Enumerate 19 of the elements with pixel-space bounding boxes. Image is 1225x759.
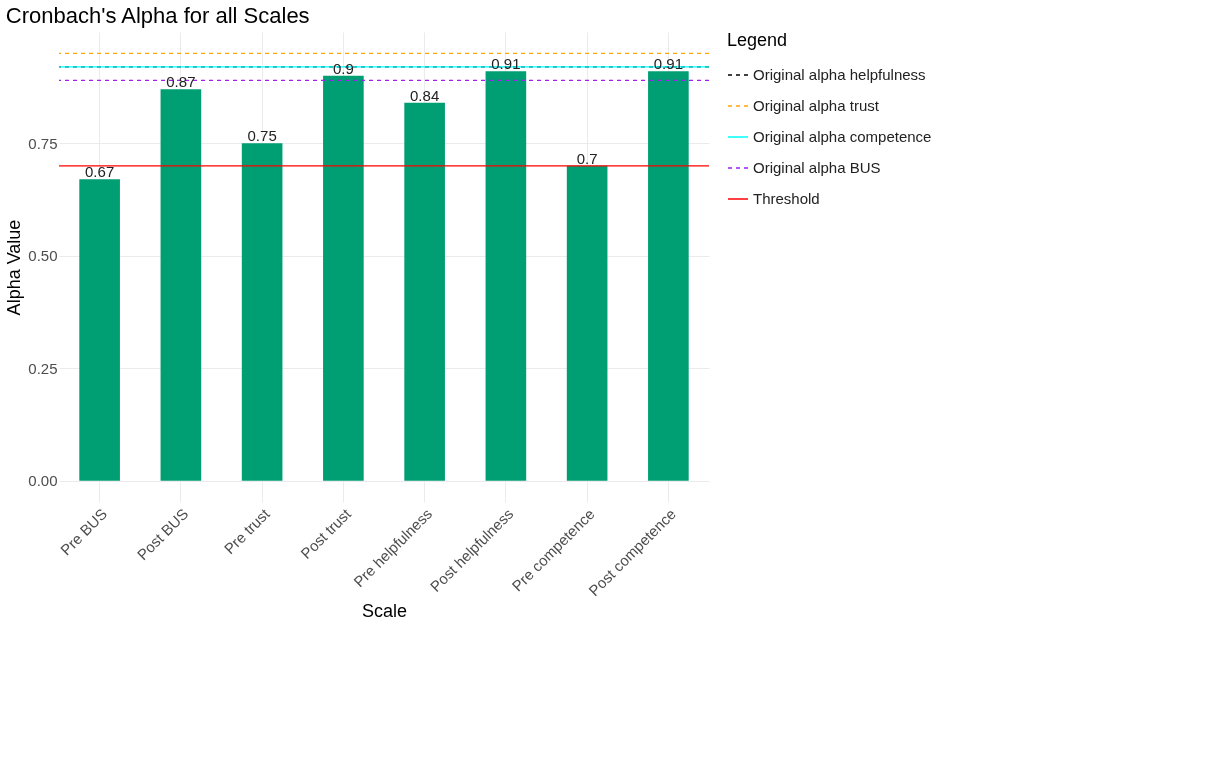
data-label: 0.84 (410, 86, 440, 104)
data-label: 0.75 (247, 127, 277, 145)
y-tick-label: 0.50 (28, 247, 58, 265)
data-label: 0.87 (166, 73, 196, 91)
ref-line-label: Original alpha helpfulness (753, 66, 926, 83)
chart-title: Cronbach's Alpha for all Scales (5, 3, 310, 28)
y-tick-label: 0.00 (28, 472, 58, 490)
y-tick-label: 0.75 (28, 134, 58, 152)
y-tick-label: 0.25 (28, 359, 58, 377)
legend-label: Original alpha BUS (753, 159, 881, 176)
legend-label: Original alpha competence (753, 128, 932, 145)
x-axis-title: Scale (361, 601, 408, 622)
x-tick-label: Pre trust (220, 504, 274, 558)
data-label: 0.7 (576, 149, 598, 167)
legend-label: Threshold (753, 190, 820, 207)
legend-label: Original alpha trust (753, 97, 880, 114)
data-label: 0.67 (85, 163, 115, 181)
legend-title: Legend (727, 30, 788, 50)
y-axis-title: Alpha Value (4, 219, 25, 316)
